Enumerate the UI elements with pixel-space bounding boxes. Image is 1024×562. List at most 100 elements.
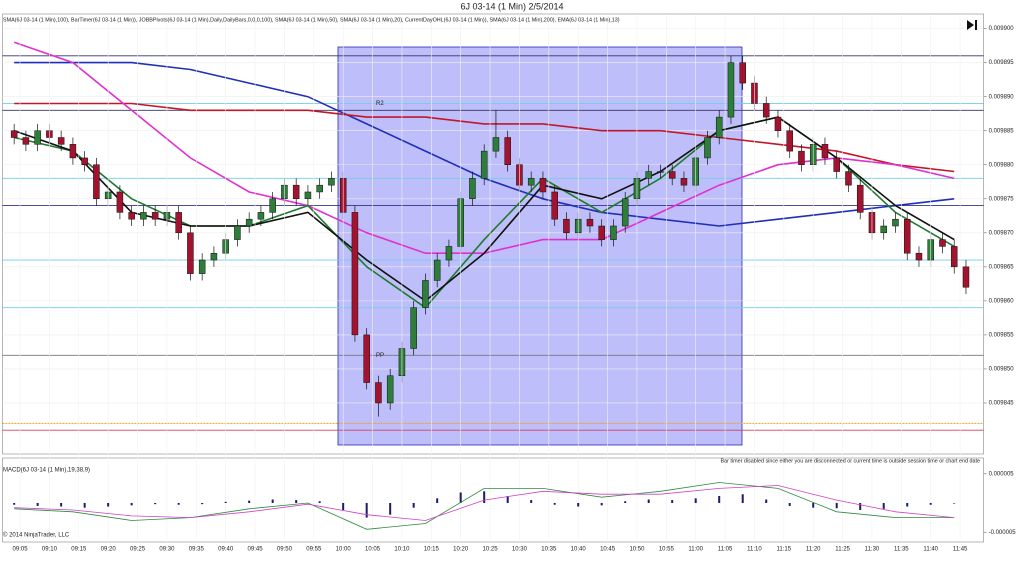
candle-body <box>269 198 276 213</box>
candle-body <box>786 130 793 152</box>
y-tick-label: 0.009845 <box>989 401 1015 407</box>
histogram-bar <box>812 503 815 508</box>
histogram-bar <box>389 503 392 515</box>
x-tick-label: 09:20 <box>101 547 117 553</box>
candle-body <box>880 225 887 234</box>
marks: 0.009900 0.009895 0.009890 0.009885 0.009880… <box>2 14 1016 553</box>
x-tick-label: 11:40 <box>923 547 938 553</box>
histogram-bar <box>60 503 63 507</box>
candle-body <box>93 164 100 200</box>
candle-body <box>668 171 676 179</box>
x-tick-label: 10:05 <box>365 547 381 553</box>
candle-body <box>645 171 652 179</box>
x-tick-label: 09:30 <box>159 547 175 553</box>
y-tick-label: 0.000005 <box>989 471 1015 477</box>
histogram-bar <box>483 491 486 503</box>
x-tick-label: 11:00 <box>688 547 703 553</box>
candle-body <box>598 225 605 240</box>
candle-body <box>292 184 300 200</box>
candle-body <box>469 178 476 200</box>
candle-body <box>363 334 370 383</box>
y-tick-label: 0.009850 <box>989 367 1015 373</box>
candle-body <box>821 144 829 159</box>
candle-body <box>610 225 617 240</box>
x-tick-label: 10:15 <box>424 547 440 553</box>
indicator-line <box>14 482 955 530</box>
macd-panel <box>2 457 984 543</box>
histogram-bar <box>577 503 580 507</box>
candle-body <box>375 382 382 404</box>
histogram-bar <box>506 495 509 503</box>
histogram-bar <box>671 500 674 503</box>
histogram-bar <box>600 503 603 506</box>
candle-body <box>116 191 124 213</box>
histogram-bar <box>741 494 744 503</box>
x-tick-label: 10:00 <box>336 547 352 553</box>
histogram-bar <box>765 499 768 503</box>
candle-body <box>151 212 159 220</box>
y-tick-label: 0.009860 <box>989 298 1015 304</box>
candle-body <box>257 212 265 220</box>
candle-body <box>210 252 218 261</box>
candle-body <box>410 307 417 349</box>
histogram-bar <box>201 503 204 505</box>
bar-timer-note: Bar timer disabled since either you are … <box>721 458 980 464</box>
histogram-bar <box>718 495 721 503</box>
x-tick-label: 09:05 <box>13 547 29 553</box>
y-tick-label: 0.009865 <box>989 264 1015 270</box>
histogram-bar <box>647 499 650 503</box>
candle-body <box>950 246 958 268</box>
x-tick-label: 09:50 <box>277 547 293 553</box>
x-tick-label: 10:25 <box>483 547 499 553</box>
histogram-bar <box>130 503 133 506</box>
histogram-bar <box>882 503 885 509</box>
x-tick-label: 10:45 <box>600 547 616 553</box>
price-panel <box>2 13 984 455</box>
candle-body <box>563 218 570 234</box>
candle-body <box>833 157 840 172</box>
candle-body <box>856 184 864 213</box>
candle-body <box>657 171 664 173</box>
candle-body <box>915 252 923 261</box>
candle-body <box>939 239 946 247</box>
macd-title: MACD(6J 03-14 (1 Min),19,38,9) <box>3 468 90 474</box>
candle-body <box>175 212 182 234</box>
candle-body <box>328 178 335 186</box>
candle-body <box>386 375 394 404</box>
candle-body <box>198 259 206 274</box>
x-tick-label: 11:15 <box>777 547 792 553</box>
candle-body <box>739 62 746 84</box>
candle-body <box>22 137 30 145</box>
histogram-bar <box>788 503 791 506</box>
candle-body <box>586 218 594 227</box>
candle-body <box>774 116 782 131</box>
histogram-bar <box>271 499 274 503</box>
x-tick-label: 09:45 <box>248 547 264 553</box>
candle-body <box>962 266 970 288</box>
histogram-bar <box>953 503 956 504</box>
candle-body <box>69 144 77 159</box>
level-label: R2 <box>376 101 384 107</box>
x-tick-label: 11:05 <box>718 547 733 553</box>
candle-body <box>798 150 805 165</box>
x-tick-label: 11:10 <box>747 547 762 553</box>
candle-body <box>715 116 723 138</box>
histogram-bar <box>459 492 462 503</box>
candle-body <box>727 62 735 118</box>
x-tick-label: 10:40 <box>571 547 587 553</box>
candle-body <box>316 184 323 193</box>
y-tick-label: 0.009855 <box>989 332 1015 338</box>
y-tick-label: 0.009870 <box>989 230 1015 236</box>
play-button[interactable] <box>967 20 977 30</box>
y-tick-label: 0.009880 <box>989 162 1015 168</box>
x-tick-label: 11:45 <box>953 547 968 553</box>
candle-body <box>304 191 312 200</box>
candle-body <box>551 191 558 220</box>
x-tick-label: 09:25 <box>130 547 146 553</box>
x-tick-label: 09:15 <box>71 547 87 553</box>
histogram-bar <box>412 503 415 508</box>
candle-body <box>762 103 770 118</box>
indicator-line <box>13 116 955 302</box>
candle-body <box>680 178 688 186</box>
